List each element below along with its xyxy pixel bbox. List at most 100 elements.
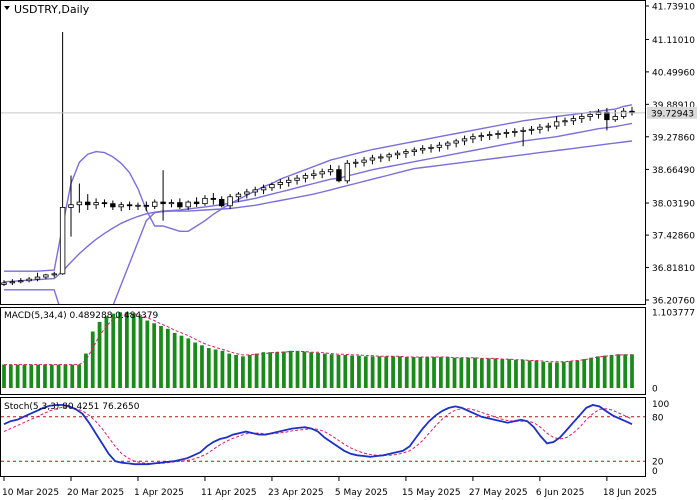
macd-bar [459, 357, 464, 388]
macd-bar [445, 357, 450, 388]
macd-bar [213, 349, 218, 388]
bollinger-bands [3, 104, 633, 304]
price-panel-frame [0, 0, 646, 305]
macd-bar [316, 352, 320, 388]
candle-body [419, 147, 426, 151]
macd-label: MACD(5,34,4) 0.489288 0.484379 [4, 311, 159, 321]
macd-bar [384, 356, 389, 388]
macd-bar [411, 357, 416, 388]
macd-bar [541, 361, 546, 388]
candle-body [436, 144, 443, 148]
macd-bar [630, 354, 634, 388]
macd-bar [582, 359, 587, 388]
candle-body [537, 126, 543, 130]
candle-body [378, 156, 384, 159]
macd-bar [247, 354, 252, 388]
macd-bar [56, 364, 61, 388]
price-tick-label: 40.49960 [652, 68, 695, 78]
macd-bar [118, 312, 122, 388]
x-tick-label: 27 May 2025 [469, 488, 528, 498]
price-tick-label: 38.66490 [652, 166, 695, 176]
stoch-tick-label: 20 [652, 458, 664, 468]
candle-body [43, 274, 49, 278]
macd-bar [43, 364, 47, 388]
macd-bar [165, 328, 170, 388]
macd-bar [404, 357, 409, 388]
candle-body [403, 151, 409, 154]
candle-body [352, 161, 359, 164]
macd-bar [186, 338, 191, 388]
macd-bar [206, 348, 211, 388]
macd-bar [254, 353, 259, 388]
macd-bar [309, 352, 314, 388]
macd-signal-line [4, 313, 632, 366]
price-tick-label: 41.73910 [652, 3, 695, 13]
macd-bar [391, 356, 395, 388]
macd-bar [2, 364, 6, 388]
macd-bar [473, 357, 477, 388]
candle-body [118, 204, 124, 208]
macd-bar [329, 354, 334, 388]
candle-body [110, 203, 116, 208]
candle-body [503, 132, 510, 134]
macd-bar [179, 335, 184, 388]
macd-bar [193, 342, 198, 388]
macd-bar [589, 357, 593, 388]
macd-bar [357, 355, 361, 388]
bollinger-upper-line [4, 104, 633, 272]
candle-body [1, 282, 7, 285]
macd-bar [398, 356, 402, 388]
macd-bar [288, 350, 293, 388]
dropdown-arrow-icon[interactable] [4, 6, 10, 10]
macd-bar [220, 350, 225, 388]
candle-body [76, 201, 83, 206]
candle-body [461, 138, 468, 142]
macd-tick-label: 1.103777 [652, 309, 695, 319]
stoch-tick-label: 0 [652, 467, 658, 477]
stoch-label: Stoch(5,3,3) 80.4251 76.2650 [4, 402, 140, 412]
x-tick-label: 11 Apr 2025 [201, 488, 257, 498]
macd-bar [261, 352, 266, 388]
macd-bar [418, 357, 423, 388]
macd-bar [377, 356, 382, 388]
symbol-label[interactable]: USDTRY,Daily [14, 3, 90, 16]
macd-bar [507, 359, 512, 388]
x-tick-label: 10 Mar 2025 [2, 488, 59, 498]
candle-body [152, 201, 158, 207]
candle-body [260, 187, 267, 191]
macd-bar [425, 357, 430, 388]
candle-body [319, 171, 325, 175]
macd-bar [486, 358, 491, 388]
macd-bar [145, 320, 150, 388]
macd-bar [131, 313, 136, 388]
macd-bar [520, 359, 525, 388]
candle-body [26, 278, 32, 282]
macd-bar [70, 364, 75, 388]
candle-body [520, 129, 526, 132]
candle-body [336, 169, 342, 182]
macd-bar [152, 323, 157, 388]
macd-bar [343, 354, 348, 388]
stoch-tick-label: 100 [652, 400, 669, 410]
macd-bar [336, 354, 341, 388]
candle-body [545, 125, 551, 128]
candle-body [470, 136, 476, 140]
x-tick-label: 20 Mar 2025 [67, 488, 124, 498]
candle-body [210, 197, 217, 200]
macd-bar [138, 316, 143, 388]
candle-body [428, 146, 434, 149]
candle-body [135, 204, 141, 207]
candle-body [51, 273, 57, 276]
candle-body [9, 281, 16, 284]
stochastic-lines: 100 80 200 [1, 400, 669, 477]
macd-bar [22, 364, 27, 388]
macd-bar [241, 356, 245, 388]
macd-bar [616, 354, 621, 388]
bollinger-middle-line [3, 122, 633, 283]
macd-bar [111, 313, 116, 388]
macd-bar [227, 353, 232, 388]
macd-bar [15, 364, 20, 388]
price-tick-label: 39.27860 [652, 133, 695, 143]
price-tick-label: 39.88910 [652, 101, 695, 111]
candle-body [302, 175, 309, 179]
